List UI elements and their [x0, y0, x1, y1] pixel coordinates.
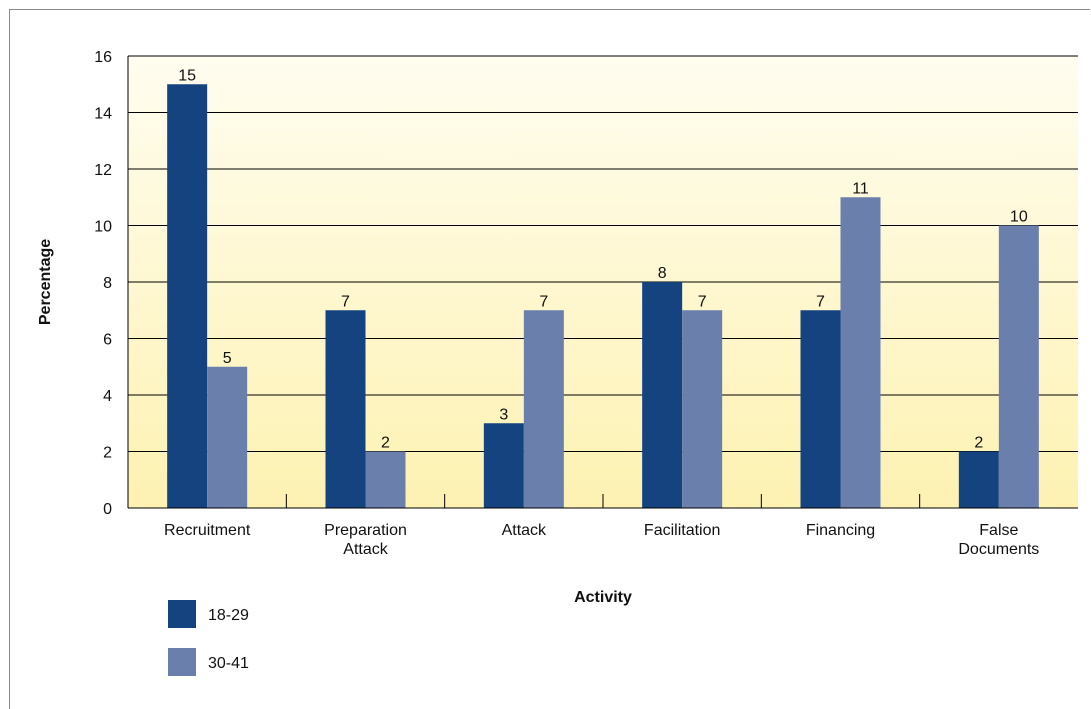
x-tick-label: Preparation	[324, 522, 407, 539]
x-axis-title: Activity	[574, 589, 632, 606]
x-tick-label: Facilitation	[644, 522, 720, 539]
legend-swatch	[168, 648, 196, 676]
data-label: 7	[539, 293, 548, 310]
legend-swatch	[168, 600, 196, 628]
y-tick-label: 0	[103, 501, 112, 518]
y-tick-label: 8	[103, 275, 112, 292]
data-label: 15	[178, 67, 196, 84]
data-label: 2	[381, 435, 390, 452]
bar	[840, 197, 881, 508]
y-tick-label: 4	[103, 388, 112, 405]
data-label: 7	[341, 293, 350, 310]
bar	[642, 282, 683, 508]
data-label: 10	[1010, 209, 1028, 226]
data-label: 2	[974, 435, 983, 452]
data-label: 8	[658, 265, 667, 282]
bar	[958, 451, 999, 508]
bars	[167, 84, 1039, 508]
data-label: 3	[499, 406, 508, 423]
gridlines	[128, 55, 1078, 452]
data-label: 7	[698, 293, 707, 310]
bar	[523, 310, 564, 508]
x-tick-label: Recruitment	[164, 522, 251, 539]
x-tick-labels: Recruitment Preparation Attack Attack Facili…	[164, 522, 1039, 558]
bar	[207, 366, 248, 508]
x-tick-label: Documents	[958, 541, 1039, 558]
bar	[365, 451, 406, 508]
y-tick-label: 6	[103, 332, 112, 349]
bar	[998, 225, 1039, 508]
x-tick-label: Attack	[343, 541, 388, 558]
bar	[325, 310, 366, 508]
legend-label: 18-29	[208, 607, 249, 624]
y-tick-label: 10	[94, 219, 112, 236]
y-tick-label: 16	[94, 49, 112, 66]
bar	[167, 84, 208, 508]
bar	[483, 423, 524, 508]
bar	[682, 310, 723, 508]
data-label: 7	[816, 293, 825, 310]
y-tick-label: 12	[94, 162, 112, 179]
y-axis-title: Percentage	[37, 239, 54, 325]
x-tick-label: False	[979, 522, 1018, 539]
y-tick-label: 14	[94, 106, 112, 123]
legend-label: 30-41	[208, 655, 249, 672]
x-tick-label: Financing	[806, 522, 875, 539]
axes	[127, 56, 1078, 509]
data-labels: 15 5 7 2 3 7 8 7 7 11 2 10	[178, 67, 1028, 451]
legend: 18-29 30-41	[168, 600, 249, 676]
x-tick-label: Attack	[502, 522, 547, 539]
chart-frame	[9, 9, 1090, 709]
bar	[800, 310, 841, 508]
y-tick-label: 2	[103, 445, 112, 462]
y-tick-labels: 0 2 4 6 8 10 12 14 16	[94, 49, 112, 518]
data-label: 11	[852, 180, 869, 197]
data-label: 5	[223, 350, 232, 367]
